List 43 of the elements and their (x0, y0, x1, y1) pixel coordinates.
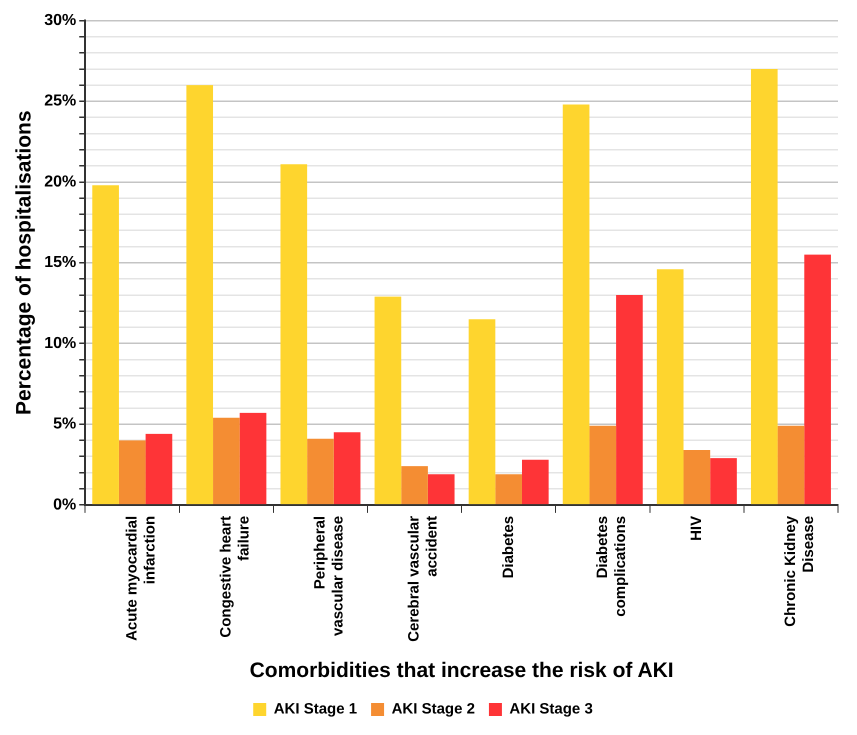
legend-label: AKI Stage 3 (509, 700, 593, 718)
x-tick-label: Cerebral vascular accident (406, 516, 441, 642)
bar (468, 319, 496, 504)
bar (750, 69, 778, 504)
bar (146, 434, 172, 504)
x-tick-label: Diabetes (500, 516, 517, 578)
y-tick-label: 20% (44, 173, 76, 190)
y-tick-label: 25% (44, 92, 76, 110)
bar (495, 474, 522, 504)
y-tick-label: 10% (44, 334, 76, 352)
bar (280, 164, 308, 504)
bar (804, 254, 831, 504)
legend-label: AKI Stage 2 (392, 700, 475, 718)
x-axis-title: Comorbidities that increase the risk of AKI (250, 659, 674, 682)
y-tick-label: 5% (53, 416, 76, 433)
bar (401, 466, 428, 504)
bar (562, 104, 590, 504)
y-axis-title: Percentage of hospitalisations (12, 110, 36, 416)
y-tick-label: 30% (44, 12, 76, 30)
bar (522, 460, 549, 504)
bar (92, 185, 119, 504)
bar (428, 474, 455, 504)
bar (118, 440, 146, 504)
bar (240, 412, 266, 504)
bar (589, 426, 616, 504)
y-tick-label: 15% (44, 254, 76, 272)
bar (213, 418, 240, 504)
bar (656, 269, 684, 504)
x-tick-label: HIV (688, 516, 705, 541)
bar (186, 85, 214, 504)
bar (778, 426, 804, 504)
y-tick-label: 0% (53, 496, 76, 514)
legend-label: AKI Stage 1 (274, 700, 358, 718)
x-tick-label: Acute myocardial infarction (123, 516, 158, 641)
x-tick-label: Chronic Kidney Disease (782, 515, 818, 627)
bar (374, 296, 402, 504)
bar (684, 450, 710, 504)
x-tick-label: Diabetes complications (594, 516, 629, 617)
bar (710, 458, 737, 504)
bar (616, 295, 643, 504)
bar (334, 432, 360, 504)
bar (307, 438, 334, 504)
x-tick-label: Congestive heart failure (218, 516, 253, 638)
